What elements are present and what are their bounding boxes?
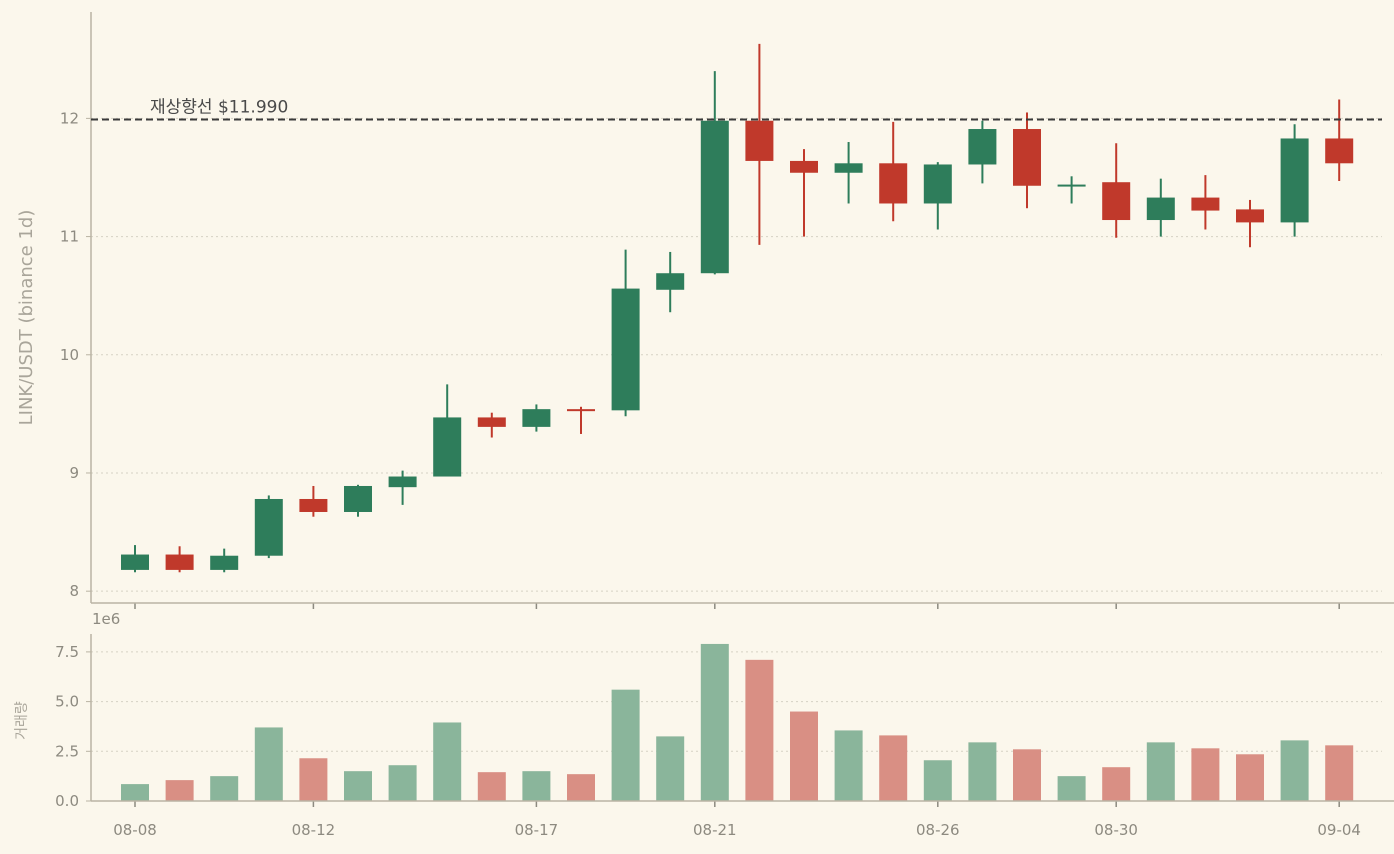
candle-body (745, 120, 774, 161)
volume-bar (611, 689, 640, 801)
volume-bar (745, 659, 774, 801)
candle-body (611, 288, 640, 411)
candle-body (1102, 182, 1131, 221)
candle-body (388, 476, 417, 488)
volume-bar (477, 772, 506, 801)
volume-x-ticks: 08-08 08-12 08-17 08-21 08-26 08-30 09-04 (113, 801, 1361, 839)
price-y-tick-label: 9 (69, 464, 79, 482)
candle-body (1191, 197, 1220, 211)
candle-body (1146, 197, 1175, 221)
candle-body (834, 163, 863, 173)
volume-grid (91, 651, 1382, 752)
candle-body (254, 498, 283, 556)
x-tick-label: 08-26 (916, 821, 960, 839)
volume-bar (790, 711, 818, 801)
volume-bar (656, 736, 685, 801)
volume-bar (567, 774, 595, 801)
candle-body (121, 554, 149, 570)
candle-body (879, 163, 908, 204)
volume-bar (1146, 742, 1175, 801)
volume-bar (254, 727, 283, 801)
candle-body (700, 120, 729, 274)
volume-y-axis-label: 거래량 (14, 701, 30, 740)
volume-bars (121, 643, 1354, 801)
volume-bar (165, 780, 194, 801)
candle-body (344, 485, 372, 512)
x-tick-label: 08-30 (1094, 821, 1138, 839)
candle-body (165, 554, 194, 570)
volume-bar (923, 760, 952, 801)
x-tick-label: 08-08 (113, 821, 157, 839)
volume-y-tick-label: 5.0 (55, 693, 79, 711)
volume-bar (834, 730, 863, 801)
price-y-tick-label: 11 (60, 228, 79, 246)
volume-bar (388, 765, 417, 801)
volume-bar (1236, 754, 1264, 801)
candle-body (1236, 209, 1264, 223)
volume-bar (968, 742, 997, 801)
volume-bar (522, 771, 551, 801)
candle-body (567, 409, 595, 412)
candle-body (923, 164, 952, 204)
candle-body (656, 273, 685, 290)
x-tick-label: 08-21 (693, 821, 737, 839)
volume-bar (433, 722, 462, 801)
volume-bar (700, 643, 729, 801)
candle-body (477, 417, 506, 427)
candle-body (433, 417, 462, 477)
volume-bar (879, 735, 908, 801)
volume-bar (1102, 767, 1131, 801)
candle-body (790, 160, 818, 173)
reentry-line-label: 재상향선 $11.990 (150, 98, 288, 118)
volume-y-ticks: 0.0 2.5 5.0 7.5 (55, 643, 91, 810)
volume-bar (1013, 749, 1041, 801)
volume-bar (1191, 748, 1220, 801)
volume-y-tick-label: 2.5 (55, 742, 79, 760)
price-x-ticks (134, 603, 1340, 609)
price-y-tick-label: 12 (60, 109, 79, 127)
candle-body (968, 129, 997, 165)
candle-body (210, 555, 239, 570)
candle-body (1057, 184, 1086, 187)
x-tick-label: 08-17 (515, 821, 559, 839)
x-tick-label: 09-04 (1317, 821, 1361, 839)
volume-bar (210, 776, 239, 801)
price-candles (121, 43, 1354, 573)
price-y-axis-label: LINK/USDT (binance 1d) (16, 210, 37, 426)
volume-bar (121, 784, 149, 801)
price-y-tick-label: 8 (69, 582, 79, 600)
volume-bar (299, 758, 328, 801)
candle-body (1013, 129, 1041, 186)
candle-body (1325, 138, 1354, 164)
price-panel: 8 9 10 11 12 재상향선 $11.990 LINK/USDT (binance… (16, 12, 1394, 609)
volume-bar (1057, 776, 1086, 801)
x-tick-label: 08-12 (292, 821, 336, 839)
volume-bar (1280, 740, 1309, 801)
volume-scale-label: 1e6 (92, 610, 120, 628)
candle-body (1280, 138, 1309, 223)
price-grid (91, 117, 1382, 592)
volume-bar (1325, 745, 1354, 801)
price-y-tick-label: 10 (60, 346, 79, 364)
volume-panel: 0.02.55.07.5 08-08 08-12 08-17 08-21 08-26 08… (14, 610, 1394, 839)
candle-body (299, 498, 328, 512)
candle-body (522, 409, 551, 427)
price-y-ticks: 8 9 10 11 12 (60, 109, 91, 600)
volume-y-tick-label: 7.5 (55, 643, 79, 661)
volume-y-tick-label: 0.0 (55, 792, 79, 810)
volume-bar (344, 771, 372, 801)
